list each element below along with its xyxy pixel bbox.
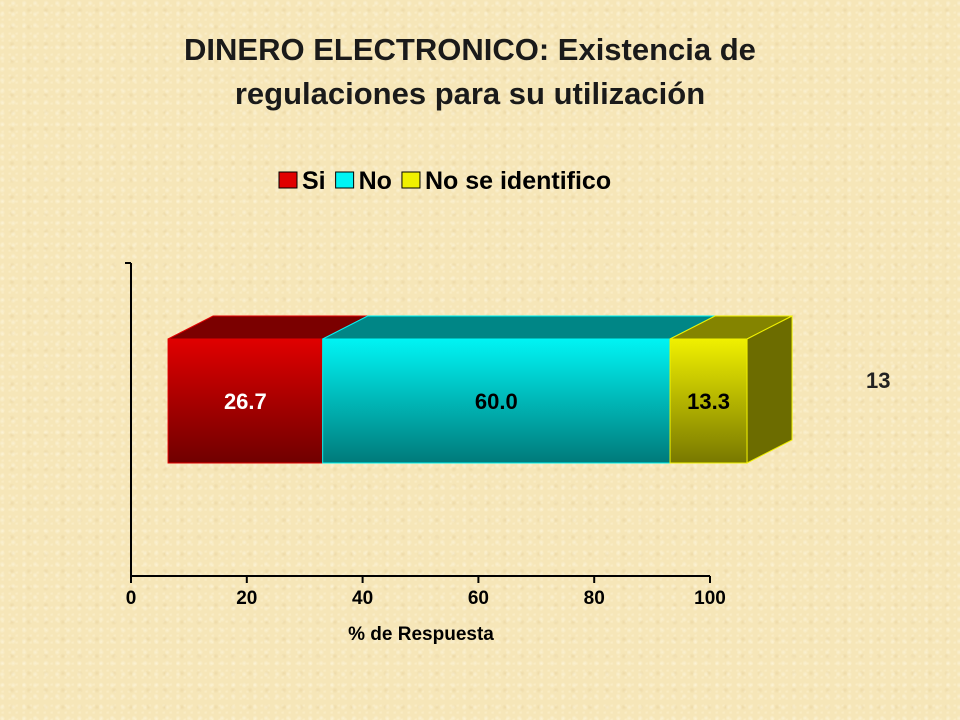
bar-data-label-1: 26.7 xyxy=(224,389,267,414)
x-tick-label-60: 60 xyxy=(468,588,489,609)
x-tick-label-0: 0 xyxy=(126,588,137,609)
chart-title: DINERO ELECTRONICO: Existencia de regula… xyxy=(0,28,940,116)
slide-number: 13 xyxy=(866,368,891,393)
bar-data-label-3: 13.3 xyxy=(687,389,730,414)
legend-swatch-3 xyxy=(401,171,421,189)
x-axis-label: % de Respuesta xyxy=(348,624,494,645)
legend-label-2: No xyxy=(359,167,392,195)
x-tick-label-80: 80 xyxy=(584,588,605,609)
bar-segment-1 xyxy=(167,338,324,464)
x-tick-label-20: 20 xyxy=(236,588,257,609)
legend-label-1: Si xyxy=(302,167,326,195)
legend-label-3: No se identifico xyxy=(425,167,611,195)
legend-swatch-1 xyxy=(278,171,298,189)
bar-segment-2 xyxy=(322,338,671,464)
bar-top-face-2 xyxy=(322,315,716,340)
chart-title-line-1: DINERO ELECTRONICO: Existencia de xyxy=(184,32,756,67)
x-tick-label-40: 40 xyxy=(352,588,373,609)
chart-title-line-2: regulaciones para su utilización xyxy=(234,76,706,111)
bar-side-face xyxy=(746,315,793,464)
bar-data-label-2: 60.0 xyxy=(475,389,518,414)
x-tick-label-100: 100 xyxy=(694,588,726,609)
legend-swatch-2 xyxy=(335,171,355,189)
